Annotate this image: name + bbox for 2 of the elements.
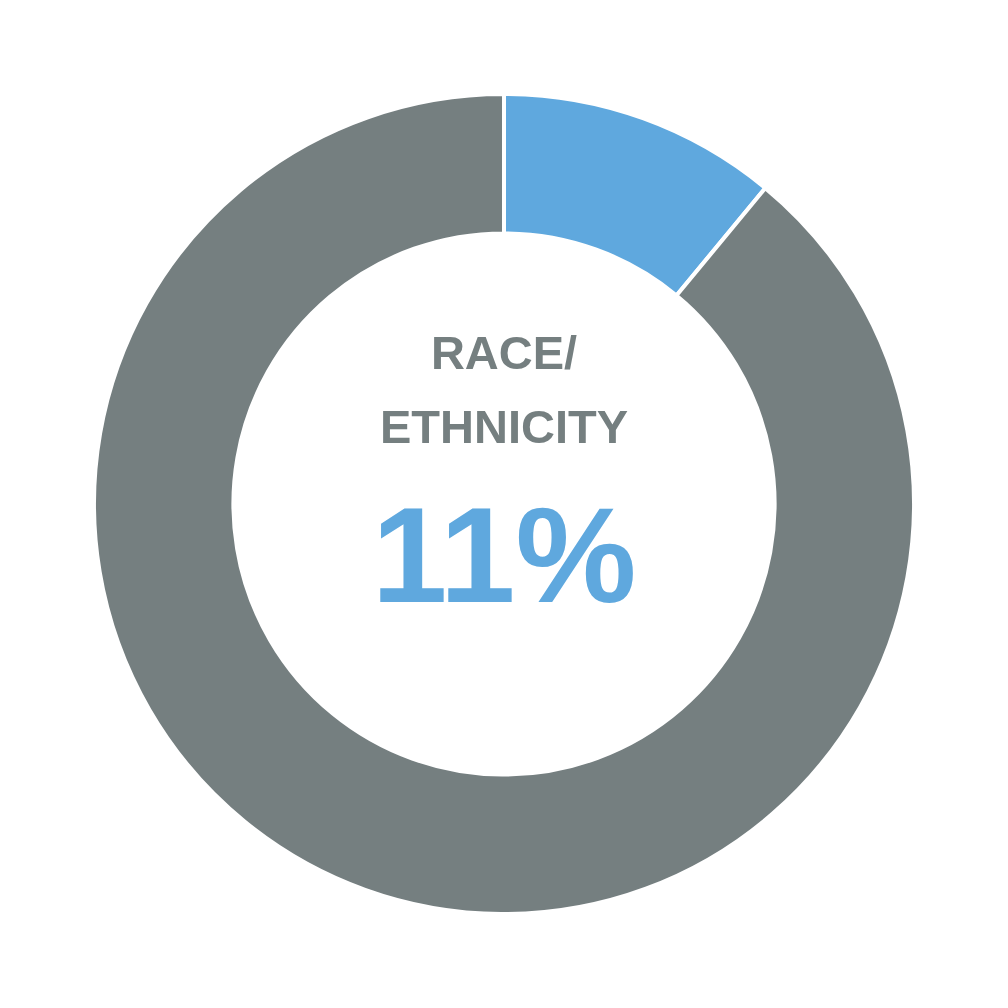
text: 11% xyxy=(371,478,637,631)
text: RACE/ ETHNICITY xyxy=(379,325,629,453)
